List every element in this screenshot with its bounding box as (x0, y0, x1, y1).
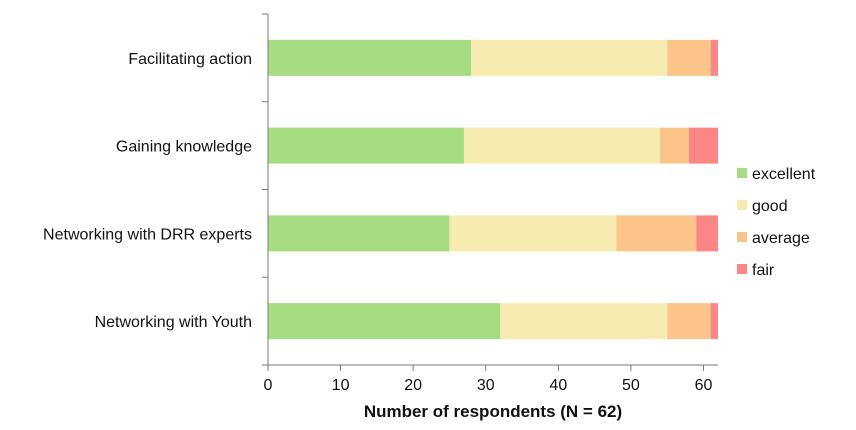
legend-label-average: average (752, 230, 810, 247)
bar-segment-good (449, 215, 617, 252)
bar-segment-good (463, 127, 660, 164)
category-label: Facilitating action (128, 51, 252, 68)
legend-swatch-excellent (737, 168, 747, 178)
category-label: Networking with DRR experts (43, 226, 252, 243)
x-tick-label: 50 (622, 377, 640, 394)
bar-segment-average (616, 215, 697, 252)
bar-segment-average (667, 303, 711, 340)
legend-swatch-good (737, 200, 747, 210)
bar-segment-good (500, 303, 668, 340)
x-axis-title: Number of respondents (N = 62) (364, 402, 622, 421)
bar-segment-excellent (268, 303, 501, 340)
bar-segment-excellent (268, 215, 450, 252)
legend-swatch-fair (737, 264, 747, 274)
bar-segment-fair (688, 127, 718, 164)
bar-segment-average (667, 39, 711, 76)
x-tick-label: 0 (264, 377, 273, 394)
legend-label-fair: fair (752, 262, 775, 279)
bar-segment-average (659, 127, 689, 164)
x-tick-label: 40 (549, 377, 567, 394)
x-tick-label: 10 (332, 377, 350, 394)
category-label: Networking with Youth (95, 314, 252, 331)
legend-label-excellent: excellent (752, 166, 816, 183)
bar-segment-fair (710, 39, 718, 76)
axes-layer (262, 13, 718, 371)
x-tick-label: 60 (695, 377, 713, 394)
bar-segment-fair (710, 303, 718, 340)
labels-layer: Facilitating action Gaining knowledge Netw… (43, 51, 712, 421)
bar-segment-excellent (268, 39, 472, 76)
x-tick-label: 20 (404, 377, 422, 394)
legend: excellent good average fair (737, 166, 816, 279)
bar-segment-fair (696, 215, 718, 252)
legend-label-good: good (752, 198, 788, 215)
legend-swatch-average (737, 232, 747, 242)
category-label: Gaining knowledge (116, 139, 252, 156)
bars-layer (268, 39, 718, 340)
bar-segment-excellent (268, 127, 464, 164)
x-tick-label: 30 (477, 377, 495, 394)
bar-segment-good (471, 39, 668, 76)
